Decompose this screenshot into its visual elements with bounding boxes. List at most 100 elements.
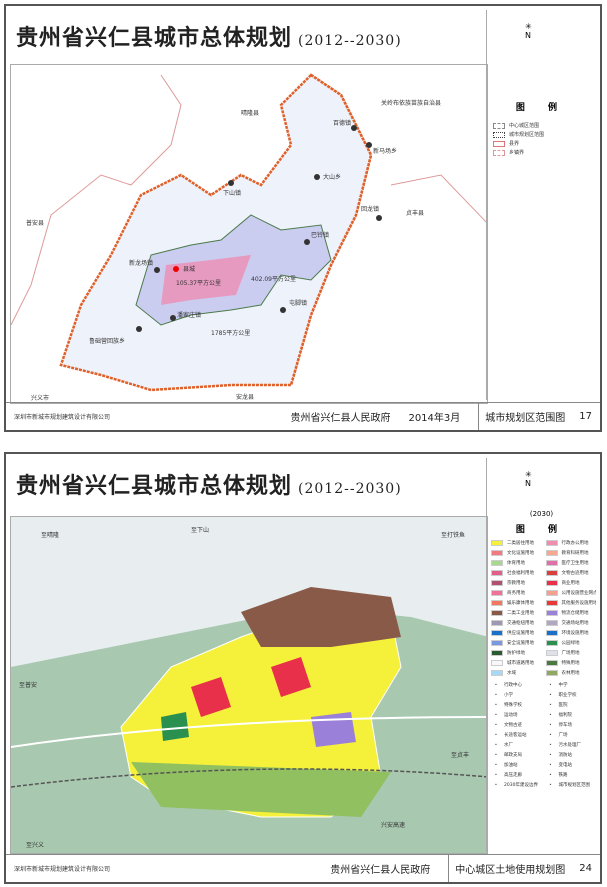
road-label: 至下山: [191, 526, 209, 534]
legend-item: • 2030年建设边界: [487, 781, 542, 789]
symbol-legend: • 行政中心 • 中学 • 小学 • 职业学校 • 特殊学校 • 医院 • 运动场 • 福利院 • 文物古迹 • 停车…: [487, 681, 596, 789]
school-icon: •: [549, 692, 552, 698]
legend-label: 小学: [504, 693, 513, 698]
legend-panel: ✳ N 图 例 中心城区范围 城市规划区范围 县界 乡镇界: [486, 10, 596, 400]
plan-year: (2030): [529, 510, 554, 518]
color-swatch: [545, 630, 558, 636]
legend-label: 物流仓储用地: [561, 611, 589, 616]
legend-label: 城市道路用地: [507, 661, 534, 666]
legend-label: 行政办公用地: [561, 541, 589, 546]
color-swatch: [545, 580, 558, 586]
color-swatch: [491, 650, 503, 656]
parking-icon: •: [549, 722, 552, 728]
legend-label: 宗教用地: [507, 581, 525, 586]
legend-item: • 变电站: [542, 761, 597, 769]
town-label: 鲁础营回族乡: [89, 337, 125, 345]
legend-label: 城市规划区范围: [558, 783, 591, 788]
color-swatch: [545, 560, 558, 566]
legend-label: 铁路: [558, 773, 568, 778]
road-label: 至普安: [19, 681, 37, 689]
legend-label: 广场用地: [561, 651, 580, 656]
legend-label: 特殊学校: [504, 703, 522, 708]
color-swatch: [491, 670, 503, 676]
landuse-legend: 二类居住用地 行政办公用地 文化设施用地 教育科研用地 体育用地 医疗卫生用地 社会福利用地…: [487, 539, 596, 677]
town-label: 屯脚镇: [289, 299, 307, 307]
welfare-icon: •: [549, 712, 552, 718]
planning-area-map[interactable]: 县城 105.37平方公里 402.09平方公里 1785平方公里 晴隆县 普安…: [10, 64, 488, 404]
legend-item: 商业用地: [542, 579, 597, 587]
legend-item: • 职业学校: [542, 691, 597, 699]
county-seat-marker: [173, 266, 179, 272]
legend-item: 商务用地: [487, 589, 542, 597]
firm-name: 深圳市新城市规划建筑设计有限公司: [14, 866, 111, 873]
legend-label: 行政中心: [504, 683, 522, 688]
color-swatch: [545, 650, 558, 656]
legend-label: 公用设施营业网点用地: [561, 591, 597, 596]
legend-label: 长途客运站: [504, 733, 527, 738]
color-swatch: [491, 540, 503, 546]
legend-item: • 消防站: [542, 751, 597, 759]
color-swatch: [545, 540, 558, 546]
region-label: 兴义市: [31, 394, 49, 402]
page-name: 城市规划区范围图: [478, 403, 565, 430]
legend-item: • 运动场: [487, 711, 542, 719]
water-icon: •: [494, 742, 498, 748]
color-swatch: [491, 550, 503, 556]
bus-icon: •: [494, 732, 498, 738]
landuse-map[interactable]: 至晴隆 至下山 至打铁鱼 至普安 至兴义 兴安高速 至贞丰: [10, 516, 488, 854]
legend-item: • 污水处理厂: [542, 741, 597, 749]
legend-label: 医疗卫生用地: [561, 561, 589, 566]
legend-label: 商业用地: [561, 581, 580, 586]
school-icon: •: [494, 692, 498, 698]
legend-item: 特殊用地: [542, 659, 597, 667]
firm-name: 深圳市新城市规划建筑设计有限公司: [14, 414, 111, 421]
color-swatch: [491, 620, 503, 626]
legend-label: 职业学校: [558, 693, 577, 698]
legend-item: 公园绿地: [542, 639, 597, 647]
power-icon: •: [549, 762, 552, 768]
legend-label: 农林用地: [561, 671, 580, 676]
color-swatch: [545, 640, 558, 646]
legend-label: 中学: [558, 683, 568, 688]
square-icon: •: [549, 732, 552, 738]
legend-item: • 行政中心: [487, 681, 542, 689]
legend-item: 医疗卫生用地: [542, 559, 597, 567]
legend-label: 2030年建设边界: [504, 783, 538, 788]
legend-label: 安全设施用地: [507, 641, 534, 646]
legend-label: 供应设施用地: [507, 631, 534, 636]
road-label: 兴安高速: [381, 821, 405, 829]
legend-item: 防护绿地: [487, 649, 542, 657]
school-icon: •: [549, 682, 552, 688]
page-number: 17: [579, 411, 592, 422]
color-swatch: [545, 570, 558, 576]
page-title: 贵州省兴仁县城市总体规划 (2012--2030): [16, 473, 402, 499]
legend-item: 水域: [487, 669, 542, 677]
legend-item: 环境设施用地: [542, 629, 597, 637]
legend-item: • 特殊学校: [487, 701, 542, 709]
legend-label: 防护绿地: [507, 651, 525, 656]
legend-label: 特殊用地: [561, 661, 580, 666]
town-label: 回龙镇: [361, 205, 379, 213]
color-swatch: [545, 670, 558, 676]
road-label: 至贞丰: [451, 751, 469, 759]
color-swatch: [545, 660, 558, 666]
region-label: 安龙县: [236, 393, 254, 401]
circle-icon: •: [494, 722, 498, 728]
rail-icon: •: [549, 772, 552, 778]
color-swatch: [491, 630, 503, 636]
legend-label: 二类居住用地: [507, 541, 534, 546]
legend-label: 运动场: [504, 713, 518, 718]
legend-item: • 铁路: [542, 771, 597, 779]
town-label: 潘家庄镇: [177, 311, 201, 319]
region-label: 关岭布依族苗族自治县: [381, 99, 441, 107]
legend-label: 环境设施用地: [561, 631, 589, 636]
legend-label: 消防站: [558, 753, 573, 758]
area-total-label: 1785平方公里: [211, 329, 250, 337]
region-label: 晴隆县: [241, 109, 259, 117]
legend-item: 宗教用地: [487, 579, 542, 587]
color-swatch: [491, 600, 503, 606]
legend-title: 图 例: [515, 525, 568, 535]
date: 2014年3月: [408, 413, 461, 424]
color-swatch: [491, 660, 503, 666]
legend-label: 娱乐康体用地: [507, 601, 534, 606]
